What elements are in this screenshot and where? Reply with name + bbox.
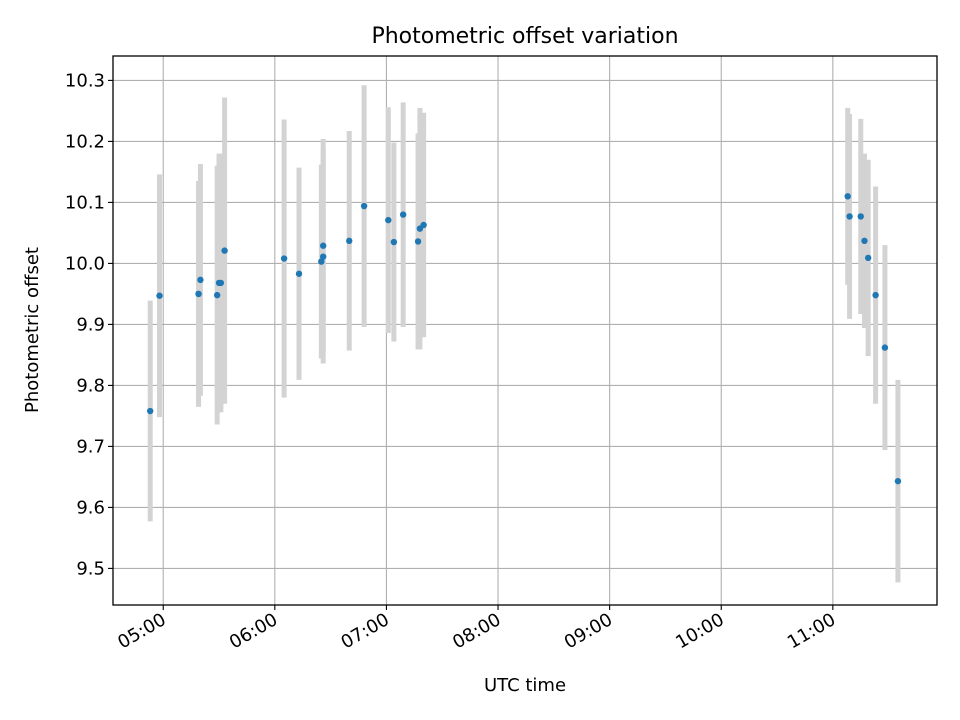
- y-tick-label: 10.1: [65, 192, 105, 213]
- data-point: [390, 238, 398, 246]
- data-point: [319, 253, 327, 260]
- data-point: [420, 221, 427, 229]
- data-point: [881, 344, 889, 351]
- plot-frame: [112, 55, 938, 606]
- data-point: [197, 276, 204, 284]
- data-point: [221, 247, 228, 254]
- data-point: [195, 290, 202, 298]
- y-tick-label: 10.3: [65, 70, 105, 91]
- data-point: [846, 213, 853, 220]
- data-point: [872, 291, 879, 299]
- data-point: [217, 279, 225, 287]
- y-axis-ticks: 9.5 9.6 9.7 9.8 9.9 10.0 10.1 10.2 10.3: [65, 70, 113, 579]
- data-point: [414, 238, 422, 245]
- y-tick-label: 9.8: [76, 375, 105, 396]
- y-tick-label: 9.7: [76, 436, 105, 457]
- data-point: [318, 258, 325, 265]
- data-point: [399, 211, 407, 218]
- y-tick-label: 9.6: [76, 497, 105, 518]
- data-point: [864, 254, 872, 262]
- data-point: [861, 237, 868, 245]
- y-axis-label: Photometric offset: [22, 247, 43, 413]
- data-point: [147, 407, 154, 415]
- x-axis-label: UTC time: [484, 675, 566, 696]
- data-point: [857, 213, 864, 220]
- data-point: [319, 242, 327, 249]
- data-point: [346, 237, 353, 245]
- data-point: [295, 270, 303, 277]
- data-point: [360, 202, 368, 210]
- data-point: [213, 291, 221, 299]
- data-point: [894, 477, 902, 485]
- y-tick-label: 10.0: [65, 253, 105, 274]
- chart-title: Photometric offset variation: [371, 24, 678, 49]
- y-tick-label: 9.5: [76, 558, 105, 579]
- data-point: [156, 292, 163, 299]
- data-point: [280, 255, 288, 262]
- y-tick-label: 10.2: [65, 131, 105, 152]
- data-point: [385, 216, 392, 224]
- data-point: [844, 193, 851, 200]
- data-points: [147, 193, 902, 485]
- grid: [113, 56, 937, 605]
- y-tick-label: 9.9: [76, 314, 105, 335]
